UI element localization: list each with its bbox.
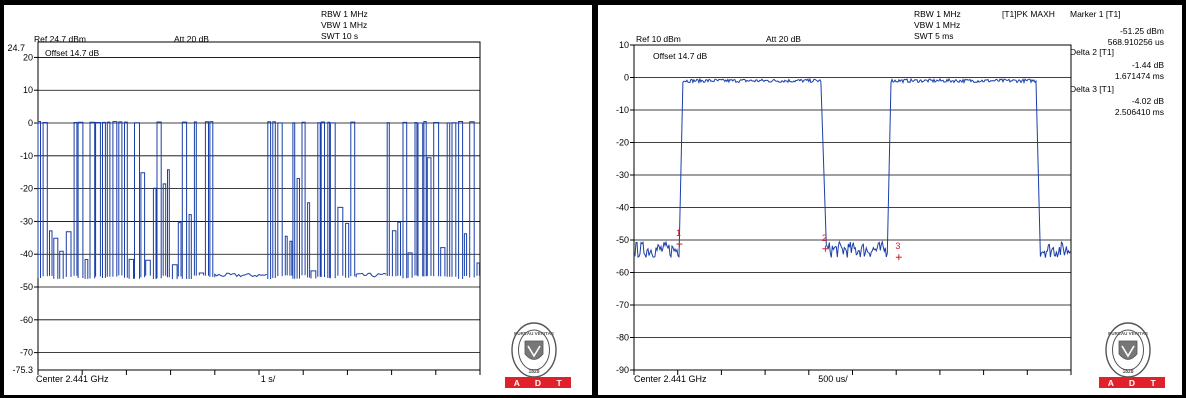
- right-ytick-label: -40: [616, 203, 629, 213]
- right-ytick-label: -30: [616, 170, 629, 180]
- delta-3-time: 2.506410 ms: [1115, 107, 1164, 117]
- seal-inner-ring: [518, 329, 550, 371]
- seal-shield-icon: [1118, 340, 1138, 360]
- left-grid: 20 10 0 -10 -20 -30 -40 -50 -60 -70 24.7 -75.3: [7, 41, 481, 375]
- left-att-label: Att 20 dB: [174, 34, 209, 44]
- left-plot-frame: [37, 41, 481, 371]
- left-ymax-label: 24.7: [7, 43, 25, 53]
- seal-text-top: BUREAU VERITAS: [1108, 331, 1148, 336]
- adt-letter: T: [557, 378, 563, 388]
- marker-info-panel: Marker 1 [T1] -51.25 dBm 568.910256 us D…: [1070, 9, 1164, 117]
- adt-letter: D: [535, 378, 541, 388]
- right-grid: 10 0 -10 -20 -30 -40 -50 -60 -70 -80 -90: [616, 40, 1072, 375]
- seal-inner-ring: [1112, 329, 1144, 371]
- marker-2-label: 2: [822, 233, 827, 243]
- left-vbw-label: VBW 1 MHz: [321, 20, 367, 30]
- left-ref-label: Ref 24.7 dBm: [34, 34, 86, 44]
- left-ytick-label: -30: [20, 216, 33, 226]
- left-center-label: Center 2.441 GHz: [36, 374, 109, 384]
- left-ytick-label: -70: [20, 348, 33, 358]
- right-rbw-label: RBW 1 MHz: [914, 9, 961, 19]
- marker-1-label: 1: [676, 228, 681, 238]
- right-trace-line: [633, 77, 1071, 259]
- right-swt-label: SWT 5 ms: [914, 31, 954, 41]
- left-ytick-label: -40: [20, 249, 33, 259]
- left-ytick-label: -20: [20, 184, 33, 194]
- left-ytick-label: -60: [20, 315, 33, 325]
- right-ytick-label: 0: [624, 73, 629, 83]
- adt-letter: T: [1151, 378, 1157, 388]
- left-ytick-label: 20: [23, 52, 33, 62]
- right-trace-label: [T1]PK MAXH: [1002, 9, 1055, 19]
- left-rbw-label: RBW 1 MHz: [321, 9, 368, 19]
- delta-3-value: -4.02 dB: [1132, 96, 1164, 106]
- delta-2-title: Delta 2 [T1]: [1070, 47, 1114, 57]
- marker-3-label: 3: [895, 241, 900, 251]
- left-ytick-label: -50: [20, 282, 33, 292]
- right-center-label: Center 2.441 GHz: [634, 374, 707, 384]
- right-ytick-label: -10: [616, 105, 629, 115]
- right-ytick-label: 10: [619, 40, 629, 50]
- delta-3-title: Delta 3 [T1]: [1070, 84, 1114, 94]
- right-chart-panel: RBW 1 MHz VBW 1 MHz SWT 5 ms [T1]PK MAXH…: [598, 5, 1182, 395]
- adt-bar-bg: [505, 377, 571, 388]
- seal-text-year: 1828: [528, 369, 539, 375]
- seal-shield-icon: [524, 340, 544, 360]
- left-ytick-label: 0: [28, 118, 33, 128]
- delta-2-value: -1.44 dB: [1132, 60, 1164, 70]
- right-ytick-label: -80: [616, 333, 629, 343]
- left-ytick-label: -10: [20, 151, 33, 161]
- marker-1-title: Marker 1 [T1]: [1070, 9, 1121, 19]
- left-chart-panel: RBW 1 MHz VBW 1 MHz SWT 10 s Ref 24.7 dB…: [4, 5, 592, 395]
- right-ytick-label: -70: [616, 300, 629, 310]
- right-chart-svg: RBW 1 MHz VBW 1 MHz SWT 5 ms [T1]PK MAXH…: [616, 9, 1165, 388]
- left-trace: [37, 121, 480, 280]
- left-trace-line: [37, 121, 480, 280]
- right-vbw-label: VBW 1 MHz: [914, 20, 960, 30]
- right-span-label: 500 us/: [818, 374, 848, 384]
- adt-bar-bg: [1099, 377, 1165, 388]
- left-chart-svg: RBW 1 MHz VBW 1 MHz SWT 10 s Ref 24.7 dB…: [7, 9, 571, 388]
- right-trace: [633, 77, 1071, 259]
- marker-1-value: -51.25 dBm: [1120, 26, 1164, 36]
- right-ytick-label: -90: [616, 365, 629, 375]
- left-swt-label: SWT 10 s: [321, 31, 358, 41]
- delta-2-time: 1.671474 ms: [1115, 71, 1164, 81]
- marker-1-time: 568.910256 us: [1108, 37, 1164, 47]
- right-att-label: Att 20 dB: [766, 34, 801, 44]
- adt-letter: A: [514, 378, 520, 388]
- bureau-veritas-seal: BUREAU VERITAS 1828: [1105, 322, 1151, 378]
- adt-letter: D: [1129, 378, 1135, 388]
- adt-letter: A: [1108, 378, 1114, 388]
- right-ytick-label: -60: [616, 268, 629, 278]
- left-ymin-label: -75.3: [12, 365, 33, 375]
- seal-text-top: BUREAU VERITAS: [514, 331, 554, 336]
- seal-v-mark: [527, 345, 541, 358]
- left-span-label: 1 s/: [261, 374, 276, 384]
- right-markers: 1 2 3: [676, 228, 902, 261]
- right-offset-label: Offset 14.7 dB: [653, 51, 708, 61]
- right-ytick-label: -20: [616, 138, 629, 148]
- left-offset-label: Offset 14.7 dB: [45, 48, 100, 58]
- bureau-veritas-seal: BUREAU VERITAS 1828: [511, 322, 557, 378]
- seal-v-mark: [1121, 345, 1135, 358]
- right-ref-label: Ref 10 dBm: [636, 34, 681, 44]
- left-ytick-label: 10: [23, 85, 33, 95]
- right-ytick-label: -50: [616, 235, 629, 245]
- seal-text-year: 1828: [1122, 369, 1133, 375]
